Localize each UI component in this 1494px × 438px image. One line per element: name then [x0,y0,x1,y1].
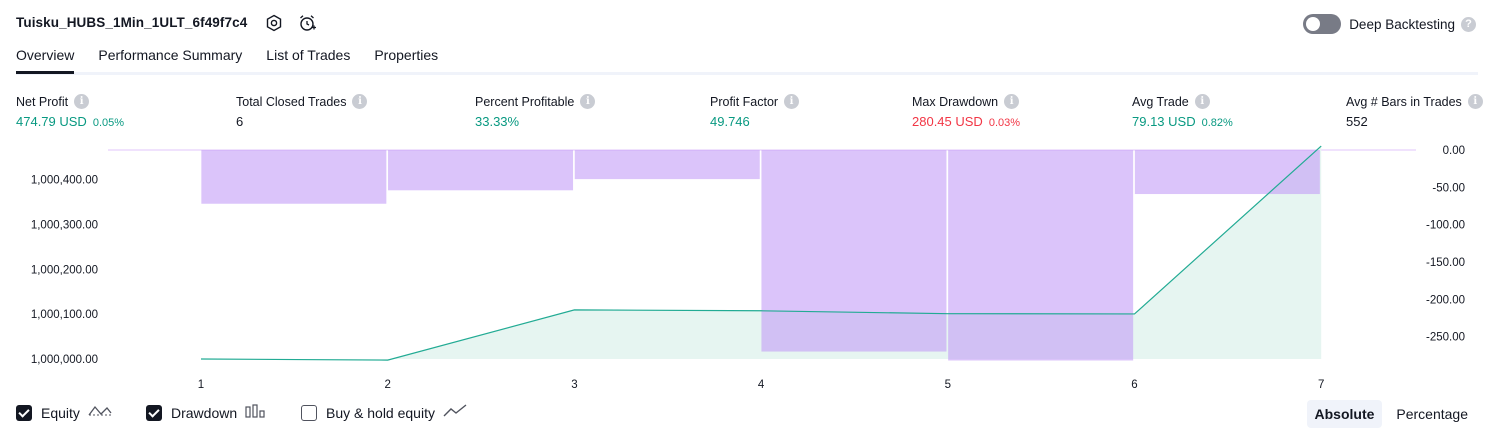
help-icon[interactable]: ? [1461,16,1476,32]
deep-backtesting-toggle[interactable] [1303,14,1342,34]
equity-line [200,145,1322,361]
equity-checkbox[interactable] [16,404,32,421]
buy-hold-line-icon [443,404,467,421]
metric-profit-factor: Profit Factor i 49.746 [710,94,800,129]
x-tick-label: 4 [758,379,765,391]
x-tick-label: 2 [384,379,390,391]
right-tick-label: -200.00 [1426,294,1465,306]
metric-value: 33.33% [475,114,520,129]
drawdown-bar [388,150,574,191]
metric-label: Avg Trade [1132,94,1189,109]
metric-label: Total Closed Trades [236,94,347,109]
deep-backtesting-label: Deep Backtesting [1349,16,1455,32]
info-icon[interactable]: i [1194,94,1210,109]
right-tick-label: -50.00 [1432,182,1465,194]
left-tick-label: 1,000,300.00 [31,219,98,231]
info-icon[interactable]: i [1467,94,1483,109]
right-tick-label: -100.00 [1426,220,1465,232]
metric-value: 6 [236,114,244,129]
drawdown-bar [1134,150,1320,195]
drawdown-bar [948,150,1134,361]
metric-net-profit: Net Profit i 474.79 USD 0.05% [16,94,124,129]
display-mode-switch: Absolute Percentage [1301,400,1477,428]
deep-backtesting: Deep Backtesting ? [1303,14,1476,34]
metric-total-closed-trades: Total Closed Trades i 6 [236,94,368,129]
legend-label: Equity [41,404,80,421]
metric-value: 79.13 USD [1132,114,1196,129]
metric-value: 49.746 [710,114,750,129]
legend-buy-hold[interactable]: Buy & hold equity [301,404,467,421]
right-tick-label: -150.00 [1426,257,1465,269]
legend-equity[interactable]: Equity [16,404,112,421]
metric-value: 280.45 USD [912,114,983,129]
buy-hold-checkbox[interactable] [301,404,317,421]
absolute-button[interactable]: Absolute [1306,400,1383,428]
left-tick-label: 1,000,100.00 [31,309,98,321]
metric-value: 552 [1346,114,1368,129]
info-icon[interactable]: i [1004,94,1020,109]
right-tick-label: 0.00 [1443,145,1465,157]
metric-percent: 0.05% [92,117,125,129]
metric-max-drawdown: Max Drawdown i 280.45 USD 0.03% [912,94,1020,129]
metric-label: Net Profit [16,94,69,109]
metric-label: Max Drawdown [912,94,999,109]
legend-drawdown[interactable]: Drawdown [146,404,267,421]
x-tick-label: 1 [198,379,204,391]
strategy-title: Tuisku_HUBS_1Min_1ULT_6f49f7c4 [16,15,248,30]
metric-percent: 0.03% [988,117,1021,129]
equity-line-icon [88,404,112,421]
tabs-divider [16,72,1478,75]
metric-label: Avg # Bars in Trades [1346,94,1462,109]
drawdown-bar [574,150,760,180]
equity-area [201,146,1322,361]
x-tick-label: 3 [571,379,577,391]
info-icon[interactable]: i [352,94,368,109]
add-alert-icon[interactable] [297,13,317,33]
drawdown-bar [201,150,387,204]
metric-percent: 0.82% [1201,117,1233,129]
right-tick-label: -250.00 [1426,332,1465,344]
drawdown-checkbox[interactable] [146,404,162,421]
tab-performance-summary[interactable]: Performance Summary [98,47,243,63]
x-tick-label: 7 [1318,379,1324,391]
drawdown-bar [761,150,947,352]
left-tick-label: 1,000,200.00 [31,264,98,276]
x-tick-label: 5 [945,379,951,391]
metric-label: Percent Profitable [475,94,575,109]
info-icon[interactable]: i [580,94,596,109]
tab-list-of-trades[interactable]: List of Trades [266,47,351,63]
metric-avg-trade: Avg Trade i 79.13 USD 0.82% [1132,94,1233,129]
x-tick-label: 6 [1131,379,1137,391]
left-tick-label: 1,000,400.00 [31,175,98,187]
metric-value: 474.79 USD [16,114,87,129]
tab-properties[interactable]: Properties [374,47,439,63]
percentage-button[interactable]: Percentage [1396,406,1468,422]
legend-label: Buy & hold equity [326,404,435,421]
tab-overview[interactable]: Overview [16,47,75,74]
tab-bar: Overview Performance Summary List of Tra… [16,47,462,74]
equity-drawdown-chart[interactable]: 1,000,400.00 1,000,300.00 1,000,200.00 1,00… [0,140,1494,396]
metric-label: Profit Factor [710,94,779,109]
metric-avg-bars: Avg # Bars in Trades i 552 [1346,94,1483,129]
legend-label: Drawdown [171,404,238,421]
settings-icon[interactable] [264,13,284,33]
left-tick-label: 1,000,000.00 [31,354,98,366]
info-icon[interactable]: i [74,94,90,109]
metric-percent-profitable: Percent Profitable i 33.33% [475,94,596,129]
drawdown-bars-icon [245,404,267,421]
info-icon[interactable]: i [784,94,800,109]
